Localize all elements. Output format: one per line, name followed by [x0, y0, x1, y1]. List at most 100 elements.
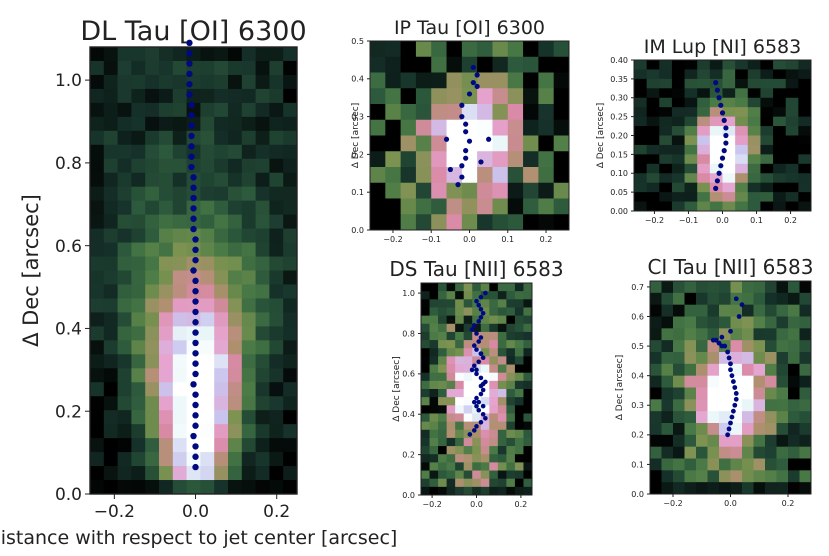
heatmap-cell	[455, 315, 465, 325]
heatmap-cell	[730, 458, 743, 471]
heatmap-cell	[799, 340, 811, 353]
heatmap-cell	[523, 56, 539, 73]
heatmap-cell	[753, 399, 766, 412]
heatmap-cell	[200, 74, 215, 90]
heatmap-cell	[159, 214, 174, 229]
heatmap-cell	[172, 74, 187, 90]
heatmap-cell	[455, 380, 465, 390]
heatmap-cell	[90, 410, 105, 425]
heatmap-cell	[269, 158, 284, 174]
heatmap-cell	[438, 283, 448, 292]
heatmap-cell	[172, 256, 187, 271]
heatmap-cell	[553, 135, 569, 152]
heatmap-cell	[696, 352, 708, 365]
heatmap-cell	[255, 354, 270, 369]
heatmap-cell	[145, 158, 160, 174]
heatmap-cell	[799, 387, 811, 400]
heatmap-cell	[671, 173, 685, 184]
heatmap-cell	[103, 144, 118, 160]
heatmap-cell	[684, 192, 698, 202]
heatmap-cell	[283, 200, 297, 216]
heatmap-cell	[145, 480, 160, 494]
centroid-point	[190, 225, 197, 233]
y-tick-label: 0.1	[631, 460, 644, 469]
centroid-point	[192, 391, 199, 398]
heatmap-cell	[671, 69, 685, 80]
heatmap-cell	[799, 411, 811, 424]
heatmap-cell	[760, 116, 774, 127]
heatmap-cell	[131, 228, 146, 243]
heatmap-cell	[228, 466, 243, 481]
heatmap-cell	[650, 340, 662, 353]
centroid-point	[719, 343, 725, 349]
heatmap-cell	[480, 356, 490, 365]
heatmap-cell	[421, 486, 430, 495]
heatmap-cell	[429, 405, 439, 414]
heatmap-cell	[742, 292, 754, 306]
heatmap-cell	[214, 466, 229, 481]
heatmap-cell	[730, 340, 743, 353]
heatmap-cell	[765, 446, 777, 459]
plot-frame	[89, 46, 298, 495]
heatmap-cell	[446, 478, 456, 488]
heatmap-cell	[742, 434, 754, 448]
heatmap-cell	[400, 198, 417, 215]
heatmap-cell	[385, 151, 402, 168]
heatmap-cell	[103, 158, 118, 174]
heatmap-cell	[799, 458, 811, 471]
y-tick-label: 0.2	[402, 450, 415, 459]
heatmap-cell	[228, 214, 243, 229]
heatmap-cell	[472, 389, 482, 398]
centroid-point	[192, 329, 199, 336]
heatmap-cell	[650, 304, 662, 317]
heatmap-cell	[523, 119, 539, 136]
heatmap-cell	[709, 60, 723, 70]
heatmap-cell	[489, 364, 499, 374]
heatmap-cell	[103, 172, 118, 188]
y-tick-label: 0.30	[610, 94, 628, 103]
heatmap-cell	[696, 387, 708, 400]
heatmap-cell	[429, 397, 439, 406]
heatmap-cell	[661, 352, 674, 365]
heatmap-cell	[131, 88, 146, 104]
heatmap-cell	[117, 186, 132, 202]
heatmap-cell	[697, 154, 711, 165]
heatmap-cell	[455, 389, 465, 398]
heatmap-cell	[730, 446, 743, 459]
heatmap-cell	[514, 397, 524, 406]
heatmap-cell	[765, 399, 777, 412]
y-tick-label: 0.10	[610, 169, 628, 178]
centroid-point	[190, 184, 197, 191]
heatmap-cell	[523, 72, 539, 89]
heatmap-cell	[646, 144, 660, 155]
heatmap-cell	[241, 130, 256, 146]
y-tick-label: 0.7	[631, 283, 644, 292]
heatmap-cell	[506, 315, 516, 325]
heatmap-cell	[90, 74, 105, 90]
heatmap-cell	[103, 326, 118, 341]
heatmap-cell	[421, 446, 430, 455]
heatmap-cell	[145, 312, 160, 327]
heatmap-cell	[730, 411, 743, 424]
heatmap-cell	[773, 192, 787, 202]
heatmap-cell	[370, 167, 386, 184]
heatmap-cell	[553, 41, 569, 58]
heatmap-cell	[492, 151, 509, 168]
heatmap-cell	[489, 486, 499, 495]
centroid-point	[188, 132, 195, 140]
heatmap-cell	[446, 323, 456, 333]
heatmap-cell	[773, 182, 787, 193]
heatmap-cell	[228, 172, 243, 188]
heatmap-cell	[489, 291, 499, 300]
heatmap-cell	[709, 97, 723, 108]
heatmap-cell	[709, 192, 723, 202]
heatmap-cell	[214, 102, 229, 118]
heatmap-cell	[283, 480, 297, 494]
heatmap-cell	[506, 470, 516, 480]
heatmap-cell	[255, 102, 270, 118]
heatmap-cell	[228, 452, 243, 467]
heatmap-cell	[145, 284, 160, 299]
heatmap-cell	[661, 328, 674, 341]
heatmap-cell	[730, 375, 743, 388]
heatmap-cell	[172, 396, 187, 411]
